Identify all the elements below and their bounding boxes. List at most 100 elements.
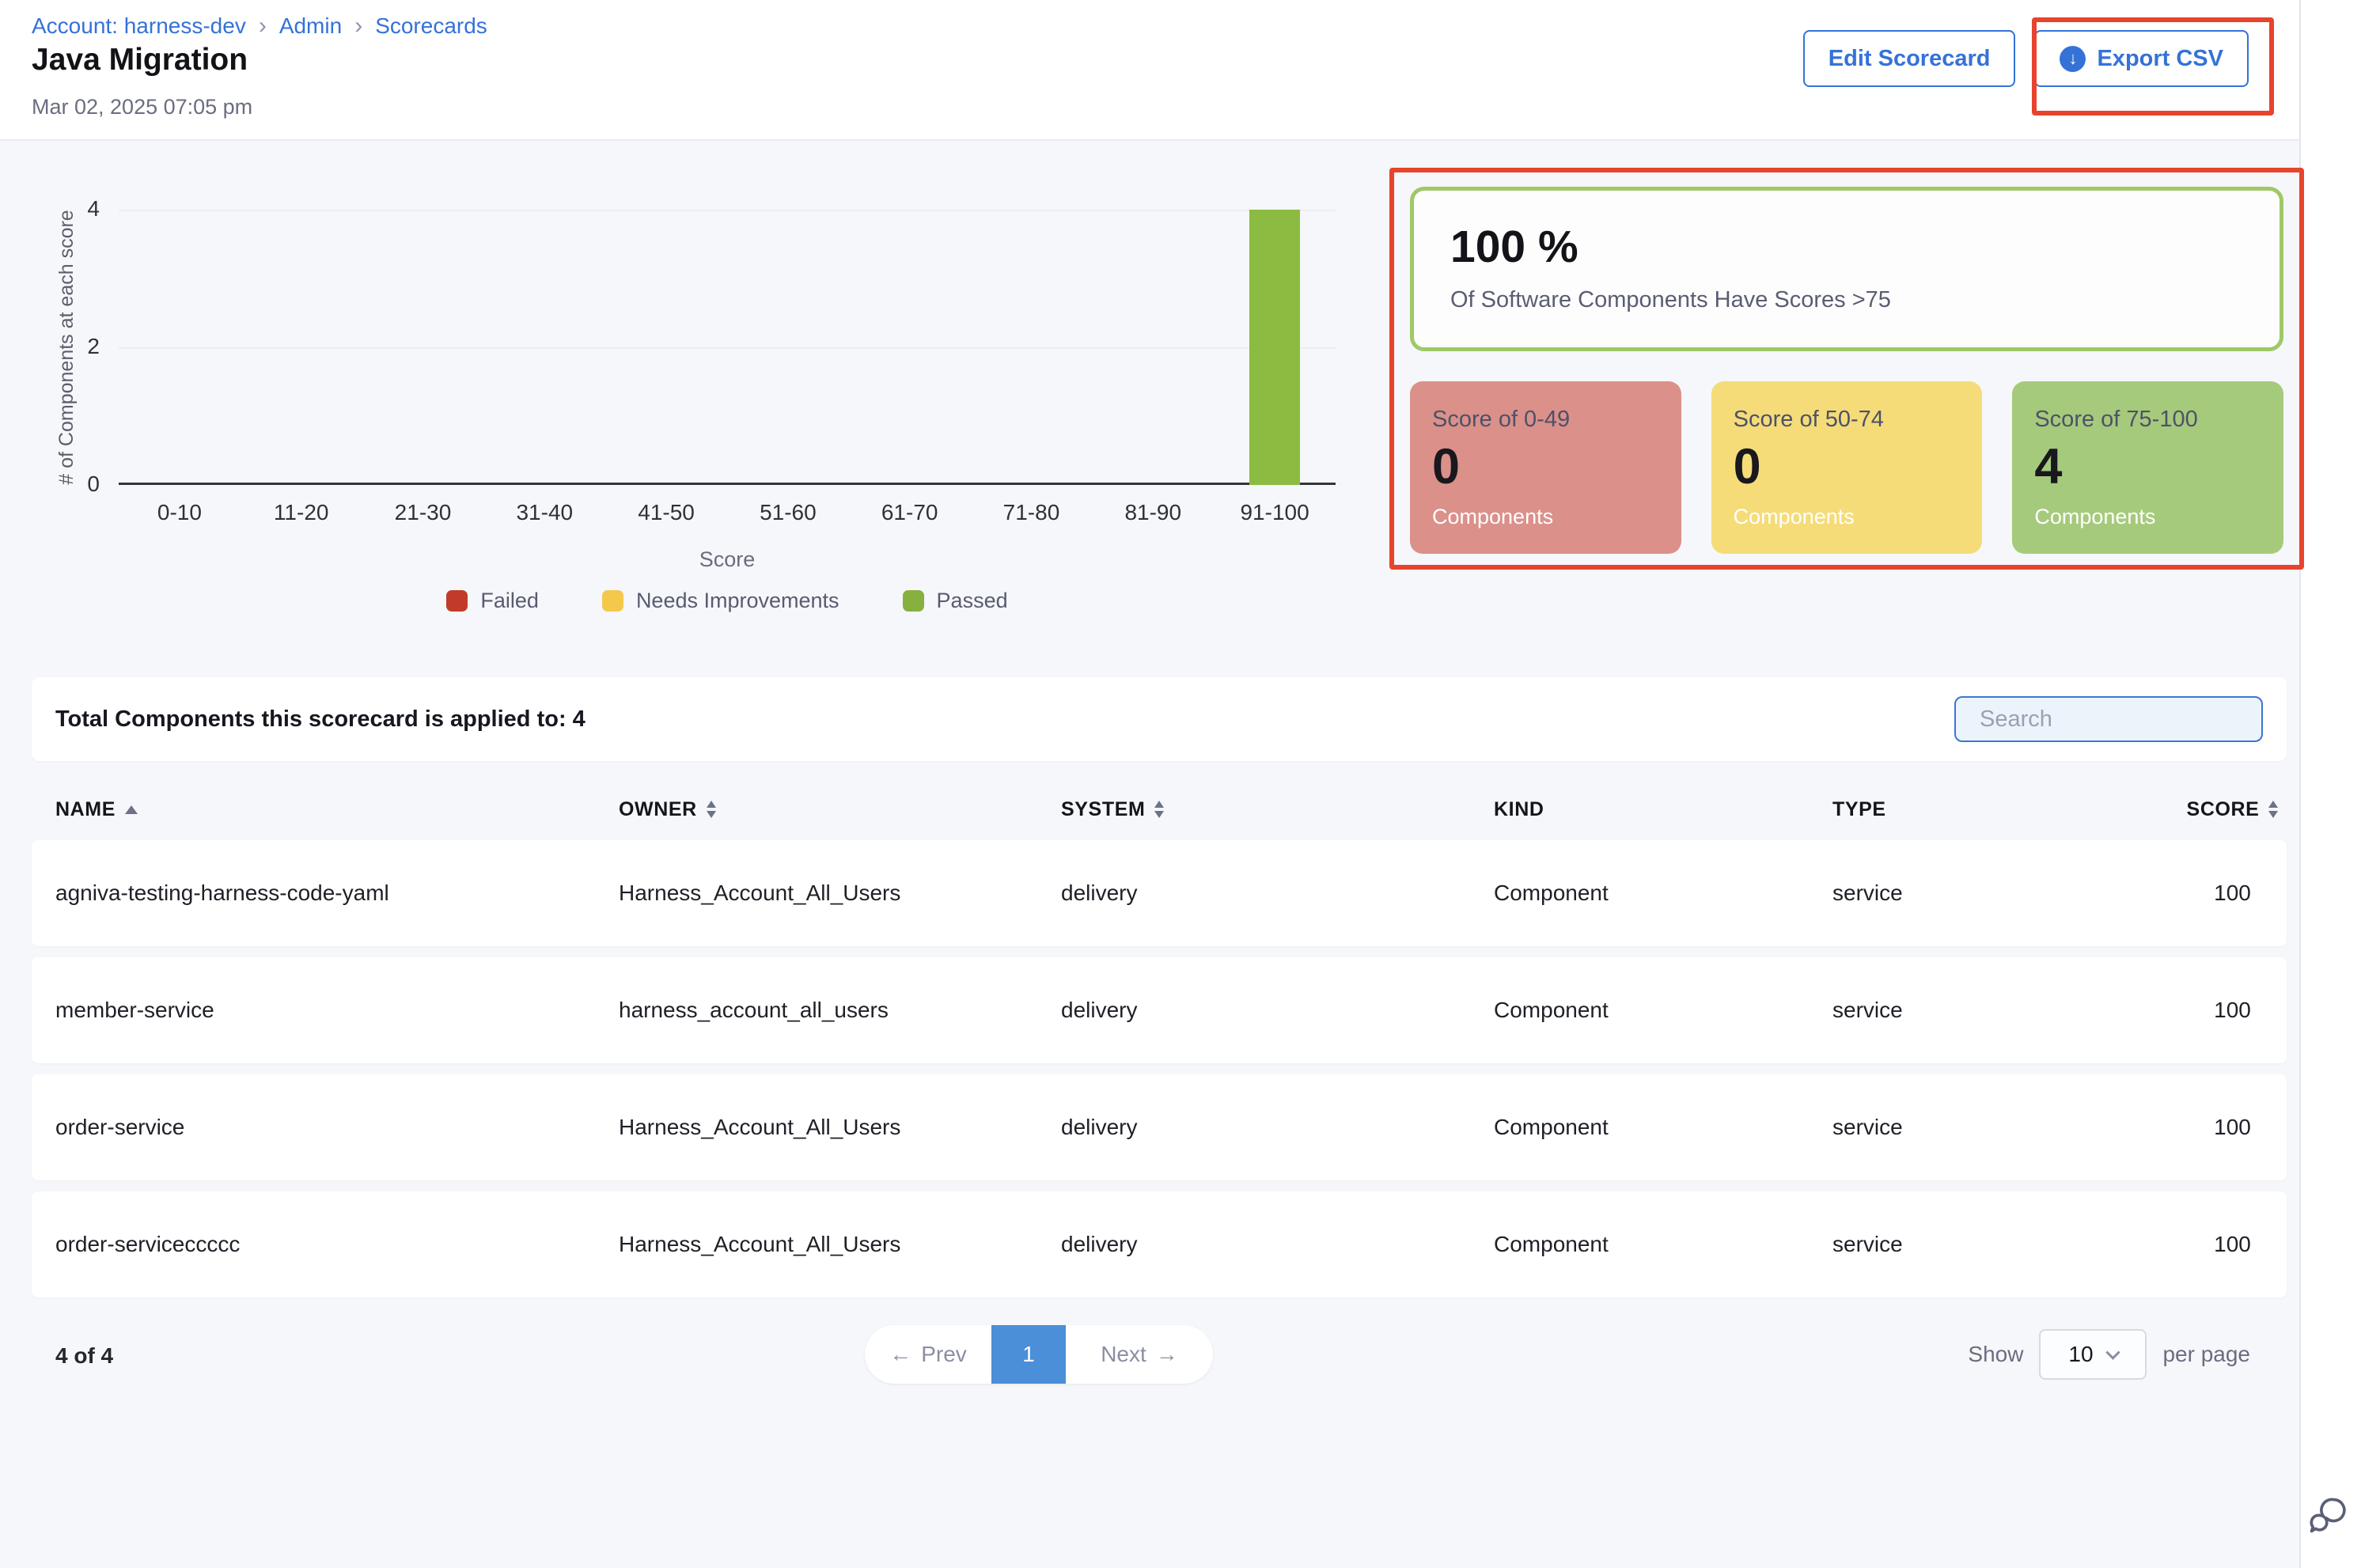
chart-band xyxy=(971,210,1093,485)
percent-summary-card: 100 % Of Software Components Have Scores… xyxy=(1410,187,2283,351)
header-actions: Edit Scorecard ↓ Export CSV xyxy=(1802,30,2249,87)
cell-name: order-service xyxy=(55,1115,185,1139)
arrow-right-icon: → xyxy=(1155,1342,1178,1366)
cell-type: service xyxy=(1832,1232,1903,1256)
table-row[interactable]: member-service harness_account_all_users… xyxy=(32,957,2287,1063)
export-csv-label: Export CSV xyxy=(2097,45,2223,71)
column-header-system[interactable]: SYSTEM xyxy=(1061,798,1494,821)
x-tick: 0-10 xyxy=(157,500,202,525)
results-count: 4 of 4 xyxy=(55,1343,114,1368)
x-axis-line xyxy=(119,483,1336,485)
right-rail xyxy=(2299,0,2361,1568)
cell-kind: Component xyxy=(1494,998,1609,1022)
chart-legend: Failed Needs Improvements Passed xyxy=(119,589,1336,613)
components-table: agniva-testing-harness-code-yaml Harness… xyxy=(32,840,2287,1309)
score-card-caption: Components xyxy=(2034,505,2156,528)
table-row[interactable]: order-service Harness_Account_All_Users … xyxy=(32,1074,2287,1180)
edit-scorecard-button[interactable]: Edit Scorecard xyxy=(1802,30,2016,87)
chart-band xyxy=(1092,210,1214,485)
chart-band xyxy=(241,210,362,485)
cell-kind: Component xyxy=(1494,1232,1609,1256)
score-card-value: 0 xyxy=(1733,439,1761,494)
chart-band xyxy=(1214,210,1336,485)
legend-item-passed[interactable]: Passed xyxy=(902,589,1008,613)
column-label: SYSTEM xyxy=(1061,797,1146,820)
score-card-50-74: Score of 50-74 0 Components xyxy=(1711,381,1983,554)
table-header-row: NAME OWNER SYSTEM KIND TYPE SCORE xyxy=(32,788,2287,831)
score-card-caption: Components xyxy=(1432,505,1554,528)
breadcrumb-account-link[interactable]: Account: harness-dev xyxy=(32,13,246,38)
column-header-kind[interactable]: KIND xyxy=(1494,798,1832,821)
column-label: TYPE xyxy=(1832,797,1886,820)
prev-label: Prev xyxy=(921,1342,967,1366)
cell-kind: Component xyxy=(1494,881,1609,905)
cell-system: delivery xyxy=(1061,1115,1138,1139)
edit-scorecard-label: Edit Scorecard xyxy=(1828,45,1991,71)
column-header-score[interactable]: SCORE xyxy=(2178,798,2287,821)
cell-name: order-serviceccccc xyxy=(55,1232,241,1256)
chart-bar-passed[interactable] xyxy=(1249,210,1301,485)
cell-system: delivery xyxy=(1061,1232,1138,1256)
chevron-right-icon: › xyxy=(258,13,267,39)
chart-band xyxy=(119,210,241,485)
cell-owner: Harness_Account_All_Users xyxy=(619,1232,901,1256)
column-header-name[interactable]: NAME xyxy=(55,798,619,821)
search-box xyxy=(1954,696,2278,742)
cell-type: service xyxy=(1832,1115,1903,1139)
sort-icon xyxy=(1154,801,1165,818)
cell-kind: Component xyxy=(1494,1115,1609,1139)
column-label: KIND xyxy=(1494,797,1544,820)
export-csv-button[interactable]: ↓ Export CSV xyxy=(2034,30,2249,87)
column-header-type[interactable]: TYPE xyxy=(1832,798,2178,821)
sort-asc-icon xyxy=(125,805,138,814)
download-icon: ↓ xyxy=(2060,45,2086,72)
cell-score: 100 xyxy=(2214,1115,2251,1139)
table-row[interactable]: order-serviceccccc Harness_Account_All_U… xyxy=(32,1191,2287,1297)
chat-support-icon[interactable] xyxy=(2306,1494,2350,1538)
score-card-label: Score of 75-100 xyxy=(2034,407,2198,432)
column-header-owner[interactable]: OWNER xyxy=(619,798,1061,821)
column-label: NAME xyxy=(55,797,116,820)
page-size-control: Show 10 per page xyxy=(1968,1329,2250,1380)
x-tick: 91-100 xyxy=(1240,500,1309,525)
legend-swatch-passed xyxy=(902,590,924,612)
x-tick: 31-40 xyxy=(516,500,574,525)
breadcrumb-scorecards-link[interactable]: Scorecards xyxy=(375,13,487,38)
page-size-select[interactable]: 10 xyxy=(2039,1329,2147,1380)
y-tick: 2 xyxy=(87,334,100,358)
cell-name: agniva-testing-harness-code-yaml xyxy=(55,881,389,905)
chart-bars xyxy=(119,210,1336,485)
y-tick: 0 xyxy=(87,472,100,496)
chart-x-axis-title: Score xyxy=(699,547,756,571)
score-card-label: Score of 0-49 xyxy=(1432,407,1571,432)
table-row[interactable]: agniva-testing-harness-code-yaml Harness… xyxy=(32,840,2287,946)
chart-band xyxy=(483,210,605,485)
total-components-label: Total Components this scorecard is appli… xyxy=(55,706,586,732)
cell-owner: Harness_Account_All_Users xyxy=(619,881,901,905)
score-card-0-49: Score of 0-49 0 Components xyxy=(1410,381,1681,554)
arrow-left-icon: ← xyxy=(889,1342,912,1366)
page-number-button[interactable]: 1 xyxy=(991,1325,1066,1384)
x-tick: 21-30 xyxy=(394,500,452,525)
per-page-label: per page xyxy=(2162,1342,2250,1366)
cell-type: service xyxy=(1832,998,1903,1022)
prev-page-button[interactable]: ← Prev xyxy=(865,1325,991,1384)
chart-band xyxy=(605,210,727,485)
cell-score: 100 xyxy=(2214,881,2251,905)
x-tick: 11-20 xyxy=(273,500,329,525)
breadcrumb-admin-link[interactable]: Admin xyxy=(279,13,343,38)
legend-label: Needs Improvements xyxy=(635,589,839,612)
chart-band xyxy=(727,210,849,485)
legend-item-needs-improvements[interactable]: Needs Improvements xyxy=(601,589,839,613)
score-card-value: 0 xyxy=(1432,439,1461,494)
percent-caption: Of Software Components Have Scores >75 xyxy=(1450,287,1891,312)
cell-name: member-service xyxy=(55,998,214,1022)
cell-system: delivery xyxy=(1061,998,1138,1022)
chart-band xyxy=(362,210,484,485)
next-page-button[interactable]: Next → xyxy=(1066,1325,1213,1384)
cell-system: delivery xyxy=(1061,881,1138,905)
search-input[interactable] xyxy=(1980,706,2278,733)
score-card-caption: Components xyxy=(1733,505,1855,528)
legend-item-failed[interactable]: Failed xyxy=(446,589,539,613)
x-tick: 71-80 xyxy=(1002,500,1060,525)
